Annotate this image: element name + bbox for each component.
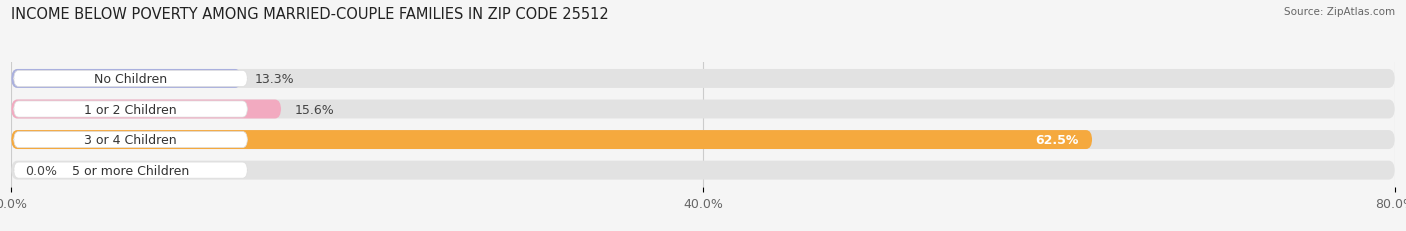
- FancyBboxPatch shape: [11, 131, 1395, 149]
- Text: 13.3%: 13.3%: [254, 73, 295, 85]
- Text: 62.5%: 62.5%: [1035, 134, 1078, 146]
- Text: 0.0%: 0.0%: [25, 164, 58, 177]
- FancyBboxPatch shape: [11, 100, 1395, 119]
- Text: No Children: No Children: [94, 73, 167, 85]
- Text: INCOME BELOW POVERTY AMONG MARRIED-COUPLE FAMILIES IN ZIP CODE 25512: INCOME BELOW POVERTY AMONG MARRIED-COUPL…: [11, 7, 609, 22]
- FancyBboxPatch shape: [11, 70, 242, 88]
- Text: 3 or 4 Children: 3 or 4 Children: [84, 134, 177, 146]
- FancyBboxPatch shape: [11, 161, 1395, 180]
- Text: 5 or more Children: 5 or more Children: [72, 164, 190, 177]
- FancyBboxPatch shape: [14, 101, 247, 118]
- FancyBboxPatch shape: [11, 131, 1092, 149]
- FancyBboxPatch shape: [14, 71, 247, 87]
- FancyBboxPatch shape: [14, 162, 247, 178]
- FancyBboxPatch shape: [14, 132, 247, 148]
- Text: 15.6%: 15.6%: [295, 103, 335, 116]
- Text: Source: ZipAtlas.com: Source: ZipAtlas.com: [1284, 7, 1395, 17]
- FancyBboxPatch shape: [11, 100, 281, 119]
- FancyBboxPatch shape: [11, 70, 1395, 88]
- Text: 1 or 2 Children: 1 or 2 Children: [84, 103, 177, 116]
